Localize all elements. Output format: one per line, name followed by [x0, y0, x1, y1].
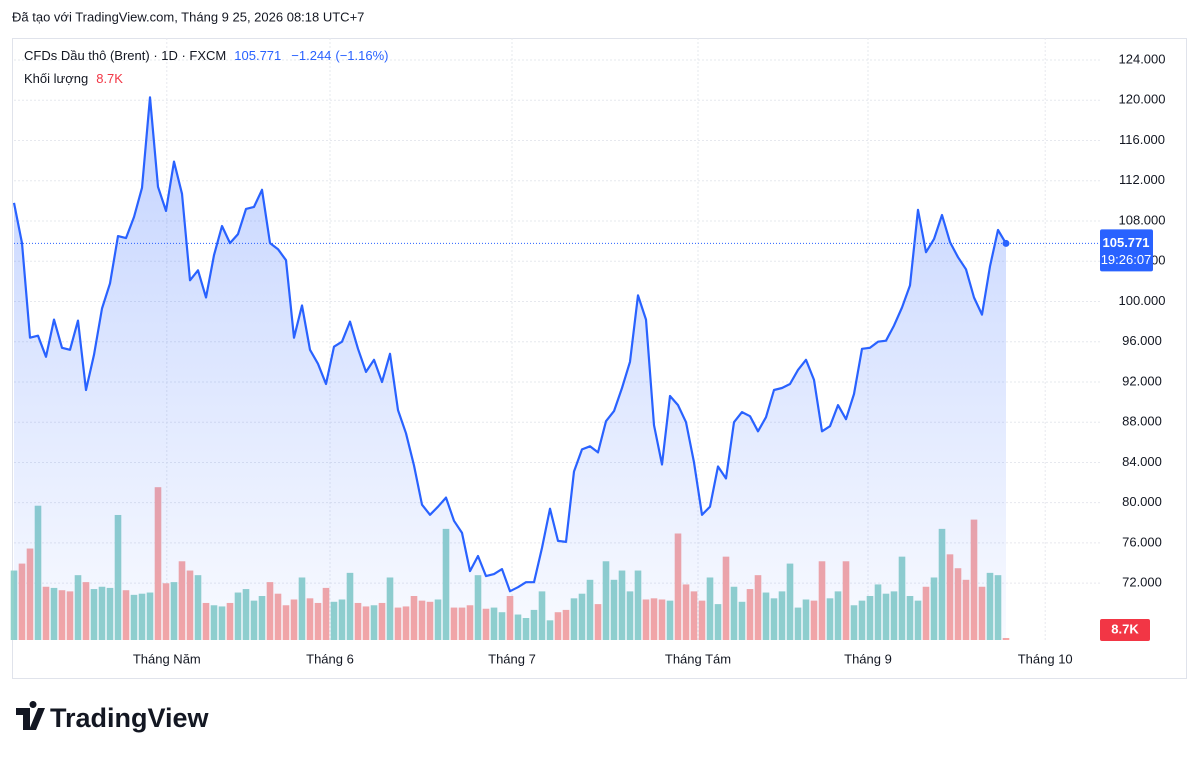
x-tick-label: Tháng 10 [1018, 651, 1073, 666]
y-tick-label: 88.000 [1122, 414, 1162, 429]
x-tick-label: Tháng Năm [133, 651, 201, 666]
y-tick-label: 116.000 [1119, 132, 1165, 147]
credit: Đã tạo với TradingView.com, Tháng 9 25, … [12, 9, 364, 24]
axes-layer: 72.000 76.000 80.000 84.000 88.000 92.000 96.0… [133, 51, 1166, 666]
y-tick-label: 92.000 [1122, 373, 1162, 388]
symbol-name: CFDs Dầu thô (Brent) · 1D · FXCM [24, 48, 226, 63]
volume-badge [1100, 619, 1150, 641]
x-tick-label: Tháng 7 [488, 651, 536, 666]
change-percent: (−1.16%) [335, 48, 388, 63]
price-line [12, 96, 1007, 593]
volume-badge-value: 8.7K [1111, 621, 1139, 636]
last-point [1002, 239, 1010, 247]
volume-last: 8.7K [96, 71, 123, 86]
volume-legend: Khối lượng 8.7K [24, 71, 123, 86]
y-tick-label: 120.000 [1119, 92, 1166, 107]
frame [12, 38, 1187, 679]
logo-icon [16, 701, 45, 730]
area-fill [14, 97, 1006, 641]
x-tick-label: Tháng 9 [844, 651, 892, 666]
price-badge-countdown: 19:26:07 [1101, 252, 1152, 267]
symbol: CFDs Dầu thô (Brent) · 1D · FXCM 105.771−… [24, 48, 389, 63]
y-tick-label: 112.000 [1119, 172, 1165, 187]
logo: TradingView [16, 701, 210, 733]
logo-text: TradingView [50, 703, 210, 733]
volume-name: Khối lượng [24, 71, 88, 86]
plot-layer [12, 96, 1100, 641]
x-tick-label: Tháng Tám [665, 651, 731, 666]
y-tick-label: 80.000 [1122, 494, 1162, 509]
y-tick-label: 84.000 [1122, 454, 1162, 469]
y-tick-label: 100.000 [1119, 293, 1166, 308]
y-tick-label: 76.000 [1122, 534, 1162, 549]
x-tick-label: Tháng 6 [306, 651, 354, 666]
change: −1.244 [291, 48, 331, 63]
price-badge-value: 105.771 [1103, 235, 1150, 250]
y-tick-label: 96.000 [1122, 333, 1162, 348]
y-tick-label: 124.000 [1119, 51, 1166, 66]
price-badge [1100, 229, 1153, 272]
last-price: 105.771 [234, 48, 281, 63]
y-tick-label: 108.000 [1119, 212, 1166, 227]
y-tick-label: 72.000 [1122, 575, 1162, 590]
